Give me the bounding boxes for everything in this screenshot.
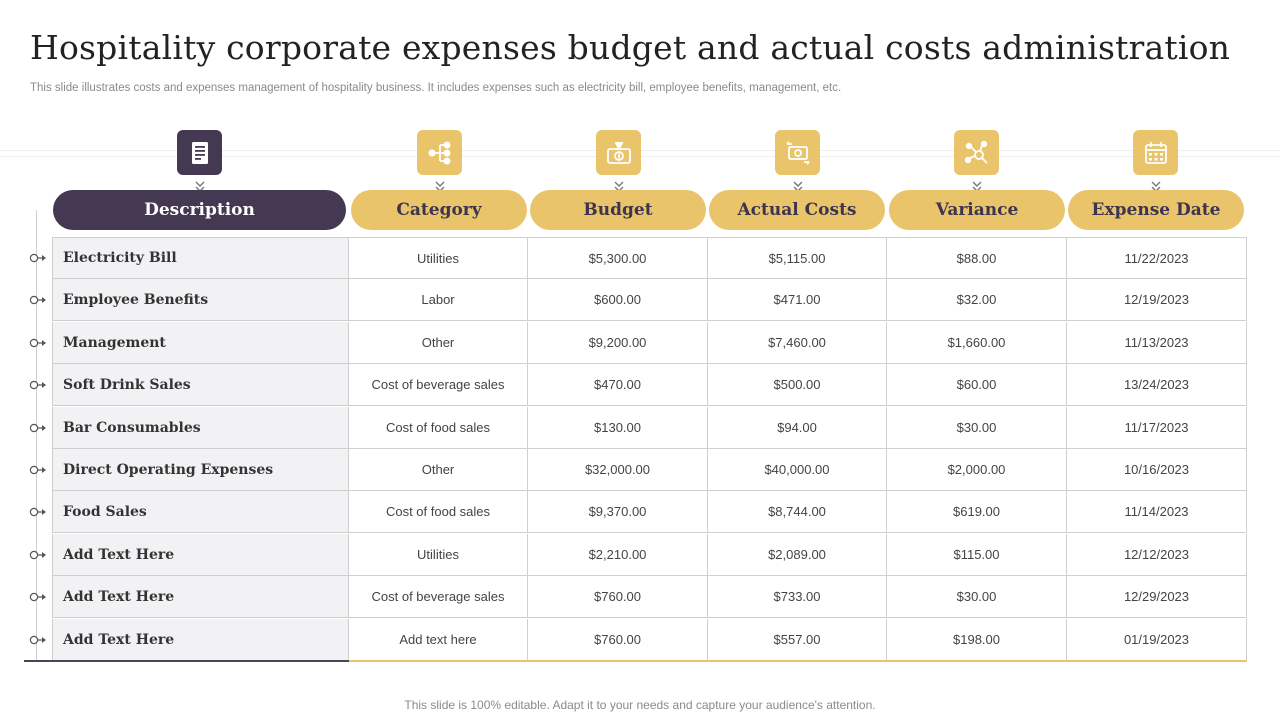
page-subtitle: This slide illustrates costs and expense…	[30, 82, 842, 94]
table-row: Bar Consumables Cost of food sales $130.00…	[52, 407, 1247, 449]
row-marker-icon	[29, 635, 46, 645]
table-row: Add Text Here Add text here $760.00 $557.00…	[52, 619, 1247, 661]
table-row: Add Text Here Cost of beverage sales $760.…	[52, 576, 1247, 618]
cell-expense-date: 11/17/2023	[1067, 407, 1247, 449]
cell-description: Add Text Here	[52, 576, 349, 618]
cell-expense-date: 11/22/2023	[1067, 237, 1247, 279]
row-marker-icon	[29, 338, 46, 348]
page-title: Hospitality corporate expenses budget an…	[30, 28, 1231, 67]
cell-category: Labor	[349, 279, 528, 321]
table-row: Direct Operating Expenses Other $32,000.00…	[52, 449, 1247, 491]
header-expense-date: Expense Date	[1068, 190, 1244, 230]
cell-description: Direct Operating Expenses	[52, 449, 349, 491]
row-marker-icon	[29, 253, 46, 263]
cell-variance: $115.00	[887, 534, 1067, 576]
money-bag-icon	[596, 130, 641, 175]
table-row: Electricity Bill Utilities $5,300.00 $5,115…	[52, 237, 1247, 279]
cell-expense-date: 01/19/2023	[1067, 619, 1247, 661]
table-row: Management Other $9,200.00 $7,460.00 $1,660.…	[52, 322, 1247, 364]
cell-budget: $130.00	[528, 407, 708, 449]
table-row: Add Text Here Utilities $2,210.00 $2,089.00…	[52, 534, 1247, 576]
row-marker-icon	[29, 465, 46, 475]
cell-category: Utilities	[349, 534, 528, 576]
cell-variance: $198.00	[887, 619, 1067, 661]
table-row: Soft Drink Sales Cost of beverage sales $4…	[52, 364, 1247, 406]
cell-description: Food Sales	[52, 491, 349, 533]
cell-variance: $60.00	[887, 364, 1067, 406]
cell-variance: $32.00	[887, 279, 1067, 321]
cell-variance: $2,000.00	[887, 449, 1067, 491]
header-budget: Budget	[530, 190, 706, 230]
row-marker-icon	[29, 380, 46, 390]
row-marker-icon	[29, 550, 46, 560]
calendar-icon	[1133, 130, 1178, 175]
cell-category: Other	[349, 322, 528, 364]
row-marker-icon	[29, 507, 46, 517]
cell-budget: $470.00	[528, 364, 708, 406]
cell-expense-date: 13/24/2023	[1067, 364, 1247, 406]
header-actual-costs: Actual Costs	[709, 190, 885, 230]
cell-category: Cost of food sales	[349, 407, 528, 449]
table-row: Food Sales Cost of food sales $9,370.00 $8,…	[52, 491, 1247, 533]
cash-exchange-icon	[775, 130, 820, 175]
cell-description: Soft Drink Sales	[52, 364, 349, 406]
cell-expense-date: 11/13/2023	[1067, 322, 1247, 364]
cell-description: Management	[52, 322, 349, 364]
cell-category: Add text here	[349, 619, 528, 661]
cell-variance: $619.00	[887, 491, 1067, 533]
timeline-line	[36, 210, 37, 660]
cell-actual-costs: $557.00	[708, 619, 887, 661]
cell-actual-costs: $94.00	[708, 407, 887, 449]
cell-variance: $30.00	[887, 576, 1067, 618]
table-row: Employee Benefits Labor $600.00 $471.00 $32.…	[52, 279, 1247, 321]
cell-budget: $2,210.00	[528, 534, 708, 576]
network-search-icon	[954, 130, 999, 175]
cell-description: Employee Benefits	[52, 279, 349, 321]
cell-budget: $9,370.00	[528, 491, 708, 533]
cell-description: Add Text Here	[52, 534, 349, 576]
cell-variance: $88.00	[887, 237, 1067, 279]
cell-budget: $760.00	[528, 619, 708, 661]
row-marker-icon	[29, 592, 46, 602]
cell-description: Electricity Bill	[52, 237, 349, 279]
hierarchy-icon	[417, 130, 462, 175]
cell-actual-costs: $5,115.00	[708, 237, 887, 279]
cell-actual-costs: $2,089.00	[708, 534, 887, 576]
cell-actual-costs: $40,000.00	[708, 449, 887, 491]
cell-budget: $5,300.00	[528, 237, 708, 279]
document-icon	[177, 130, 222, 175]
header-description: Description	[53, 190, 346, 230]
cell-budget: $9,200.00	[528, 322, 708, 364]
cell-variance: $30.00	[887, 407, 1067, 449]
cell-actual-costs: $500.00	[708, 364, 887, 406]
table-bottom-bar	[24, 660, 349, 662]
cell-category: Cost of beverage sales	[349, 364, 528, 406]
cell-variance: $1,660.00	[887, 322, 1067, 364]
header-variance: Variance	[889, 190, 1065, 230]
header-category: Category	[351, 190, 527, 230]
cell-description: Add Text Here	[52, 619, 349, 661]
cell-budget: $600.00	[528, 279, 708, 321]
cell-budget: $32,000.00	[528, 449, 708, 491]
cell-actual-costs: $733.00	[708, 576, 887, 618]
table-bottom-bar	[349, 660, 1247, 662]
cell-expense-date: 11/14/2023	[1067, 491, 1247, 533]
cell-actual-costs: $471.00	[708, 279, 887, 321]
cell-category: Cost of beverage sales	[349, 576, 528, 618]
cell-expense-date: 10/16/2023	[1067, 449, 1247, 491]
row-marker-icon	[29, 295, 46, 305]
cell-expense-date: 12/12/2023	[1067, 534, 1247, 576]
cell-expense-date: 12/19/2023	[1067, 279, 1247, 321]
cell-description: Bar Consumables	[52, 407, 349, 449]
cell-actual-costs: $8,744.00	[708, 491, 887, 533]
row-marker-icon	[29, 423, 46, 433]
cell-actual-costs: $7,460.00	[708, 322, 887, 364]
cell-category: Utilities	[349, 237, 528, 279]
cell-category: Cost of food sales	[349, 491, 528, 533]
cell-category: Other	[349, 449, 528, 491]
cell-budget: $760.00	[528, 576, 708, 618]
cell-expense-date: 12/29/2023	[1067, 576, 1247, 618]
footer-note: This slide is 100% editable. Adapt it to…	[404, 698, 876, 712]
